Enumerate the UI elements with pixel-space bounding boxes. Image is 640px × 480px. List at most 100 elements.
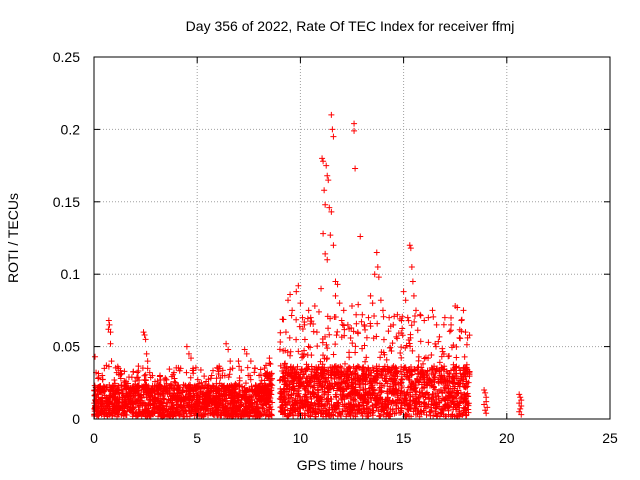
data-point	[377, 394, 384, 401]
y-tick-label: 0.15	[53, 194, 80, 210]
data-point	[290, 401, 297, 408]
data-point	[415, 364, 422, 371]
data-point	[121, 382, 128, 389]
data-point	[451, 413, 458, 420]
data-point	[429, 365, 436, 372]
data-point	[452, 364, 459, 371]
data-point	[104, 384, 111, 391]
data-point	[355, 301, 362, 308]
data-point	[462, 405, 469, 412]
data-point	[386, 344, 393, 351]
data-point	[123, 378, 130, 385]
data-point	[107, 340, 114, 347]
data-point	[428, 351, 435, 358]
data-point	[334, 281, 341, 288]
data-point	[371, 372, 378, 379]
data-point	[326, 204, 333, 211]
data-point	[347, 368, 354, 375]
data-point	[319, 361, 326, 368]
data-point	[287, 291, 294, 298]
data-point	[227, 366, 234, 373]
data-point	[110, 390, 117, 397]
data-point	[446, 353, 453, 360]
data-point	[287, 405, 294, 412]
x-tick-labels: 0 5 10 15 20 25	[90, 430, 618, 446]
data-point	[108, 358, 115, 365]
grid-lines	[94, 57, 610, 419]
data-point	[154, 405, 161, 412]
data-point	[328, 401, 335, 408]
data-point	[359, 366, 366, 373]
data-point	[197, 389, 204, 396]
data-point	[282, 329, 289, 336]
data-point	[276, 395, 283, 402]
data-point	[94, 390, 101, 397]
data-point	[173, 382, 180, 389]
data-point	[194, 376, 201, 383]
data-point	[389, 340, 396, 347]
data-point	[352, 381, 359, 388]
data-point	[440, 321, 447, 328]
data-point	[346, 354, 353, 361]
data-point	[142, 371, 149, 378]
data-point	[339, 394, 346, 401]
data-point	[223, 340, 230, 347]
data-point	[351, 402, 358, 409]
data-point	[363, 354, 370, 361]
data-point	[333, 379, 340, 386]
data-point	[395, 388, 402, 395]
data-point	[370, 335, 377, 342]
data-point	[339, 321, 346, 328]
data-point	[354, 411, 361, 418]
data-point	[432, 386, 439, 393]
data-point	[398, 354, 405, 361]
data-point	[412, 411, 419, 418]
data-point	[176, 409, 183, 416]
y-axis-label: ROTI / TECUs	[5, 193, 21, 283]
data-point	[410, 292, 417, 299]
data-point	[197, 367, 204, 374]
data-point	[238, 367, 245, 374]
data-point	[149, 372, 156, 379]
x-tick-label: 15	[396, 430, 412, 446]
data-point	[304, 351, 311, 358]
data-point	[261, 377, 268, 384]
data-point	[402, 392, 409, 399]
data-point	[420, 393, 427, 400]
data-point	[400, 288, 407, 295]
data-point	[329, 126, 336, 133]
data-point	[285, 412, 292, 419]
data-point	[371, 271, 378, 278]
data-point	[247, 376, 254, 383]
data-point	[383, 356, 390, 363]
data-point	[257, 366, 264, 373]
data-point	[265, 399, 272, 406]
data-point	[460, 376, 467, 383]
data-point	[288, 312, 295, 319]
data-point	[301, 370, 308, 377]
data-point	[398, 344, 405, 351]
data-point	[140, 400, 147, 407]
data-point	[226, 371, 233, 378]
data-point	[331, 383, 338, 390]
data-point	[378, 349, 385, 356]
data-point	[127, 404, 134, 411]
data-point	[187, 392, 194, 399]
data-point	[450, 406, 457, 413]
data-point	[267, 360, 274, 367]
data-point	[368, 375, 375, 382]
data-point	[146, 396, 153, 403]
data-point	[481, 401, 488, 408]
data-point	[334, 328, 341, 335]
data-point	[179, 387, 186, 394]
data-point	[387, 323, 394, 330]
data-point	[377, 354, 384, 361]
data-point	[293, 288, 300, 295]
data-point	[378, 387, 385, 394]
data-point	[302, 392, 309, 399]
data-point	[311, 365, 318, 372]
data-point	[349, 340, 356, 347]
data-point	[392, 370, 399, 377]
data-point	[362, 381, 369, 388]
data-point	[187, 374, 194, 381]
